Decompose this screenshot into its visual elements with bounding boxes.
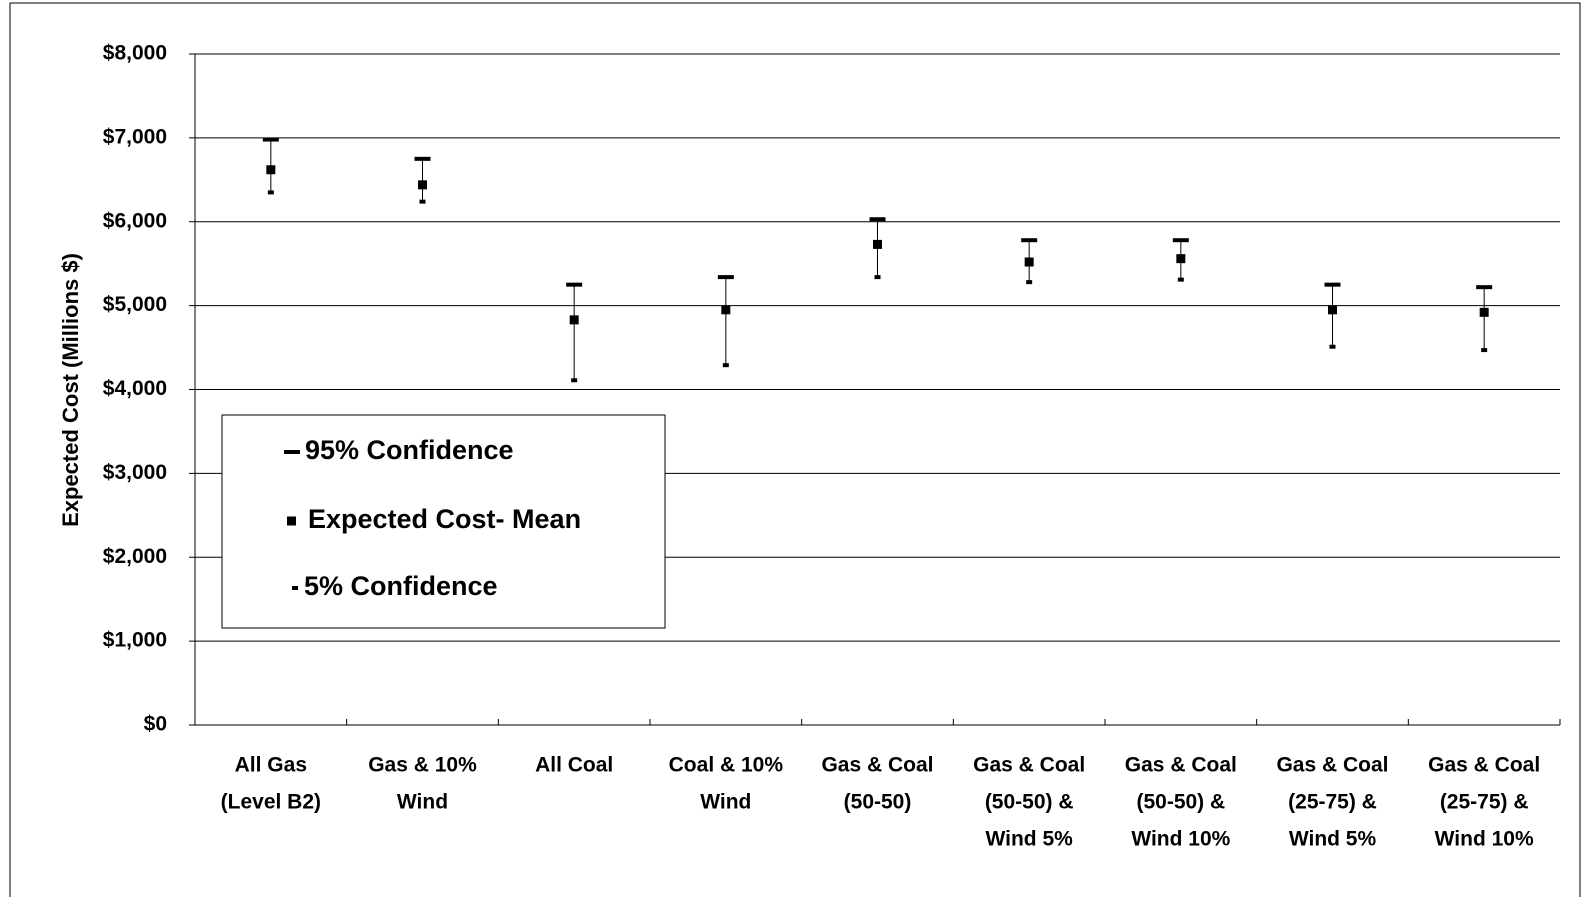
y-tick-label: $1,000 — [103, 629, 167, 652]
y-tick-label: $3,000 — [103, 461, 167, 484]
mean-marker — [569, 315, 579, 325]
x-tick-label: (Level B2) — [221, 791, 321, 814]
x-tick-label: (50-50) — [844, 791, 912, 814]
y-tick-label: $7,000 — [103, 125, 167, 148]
mean-marker — [1024, 257, 1034, 267]
high-marker — [1172, 238, 1189, 243]
legend-label: 95% Confidence — [305, 435, 514, 465]
legend-label: 5% Confidence — [304, 571, 498, 601]
high-marker — [717, 275, 734, 280]
x-tick-label: (25-75) & — [1288, 791, 1377, 814]
x-tick-label: (50-50) & — [985, 791, 1074, 814]
mean-marker — [418, 180, 427, 190]
low-marker — [267, 190, 274, 195]
x-tick-label: Wind 10% — [1131, 828, 1230, 851]
y-tick-label: $0 — [144, 713, 167, 736]
legend-swatch — [287, 516, 296, 526]
x-tick-label: All Coal — [535, 754, 613, 777]
chart-frame — [9, 2, 1581, 897]
y-tick-label: $6,000 — [103, 209, 167, 232]
mean-marker — [266, 165, 276, 175]
x-tick-label: All Gas — [235, 754, 307, 777]
mean-marker — [721, 305, 731, 315]
low-marker — [1329, 344, 1336, 349]
y-tick-label: $8,000 — [103, 42, 167, 65]
x-tick-label: Gas & Coal — [1125, 754, 1237, 777]
low-marker — [571, 378, 578, 383]
y-axis-label: Expected Cost (Millions $) — [58, 253, 83, 527]
x-tick-label: Wind 5% — [1289, 828, 1377, 851]
low-marker — [874, 275, 881, 280]
low-marker — [1177, 277, 1184, 282]
x-tick-label: Gas & Coal — [1428, 754, 1540, 777]
x-tick-label: Wind 10% — [1435, 828, 1534, 851]
high-marker — [414, 156, 431, 161]
x-tick-label: Coal & 10% — [669, 754, 784, 777]
x-tick-label: Wind — [700, 791, 751, 814]
legend-swatch — [284, 450, 300, 454]
mean-marker — [1328, 305, 1337, 315]
low-marker — [419, 199, 426, 204]
x-tick-label: (25-75) & — [1440, 791, 1529, 814]
legend-label: Expected Cost- Mean — [308, 504, 581, 534]
high-marker — [566, 282, 583, 287]
x-tick-label: Gas & Coal — [821, 754, 933, 777]
low-marker — [1026, 280, 1033, 285]
high-marker — [1324, 282, 1341, 287]
x-tick-label: Wind 5% — [986, 828, 1074, 851]
high-marker — [1021, 238, 1038, 243]
x-tick-label: Wind — [397, 791, 448, 814]
high-marker — [1476, 285, 1493, 290]
mean-marker — [1479, 307, 1489, 317]
high-marker — [869, 217, 886, 222]
high-marker — [262, 137, 279, 142]
x-tick-label: Gas & Coal — [1276, 754, 1388, 777]
y-tick-label: $5,000 — [103, 293, 167, 316]
low-marker — [1481, 348, 1488, 353]
legend-swatch — [292, 586, 298, 590]
x-tick-label: Gas & Coal — [973, 754, 1085, 777]
x-tick-label: (50-50) & — [1136, 791, 1225, 814]
x-tick-label: Gas & 10% — [368, 754, 477, 777]
y-tick-label: $4,000 — [103, 377, 167, 400]
mean-marker — [873, 239, 882, 249]
low-marker — [722, 363, 729, 368]
mean-marker — [1176, 254, 1186, 264]
y-tick-label: $2,000 — [103, 545, 167, 568]
